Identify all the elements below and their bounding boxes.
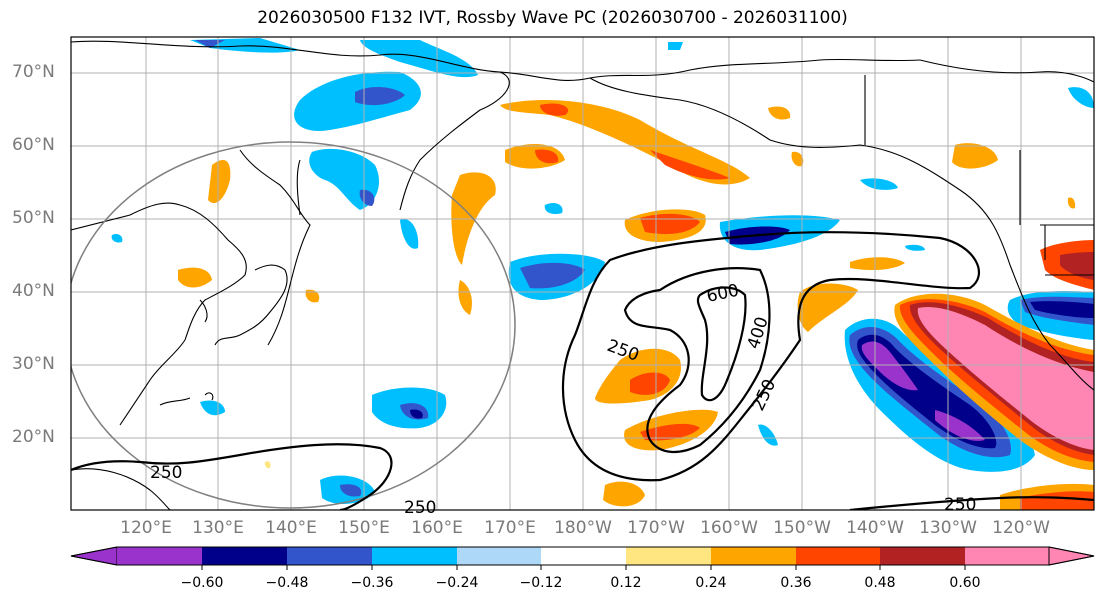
- longitude-label: 170°W: [627, 518, 685, 538]
- coastlines: [71, 40, 1094, 510]
- anomaly-area: [917, 306, 1094, 450]
- colorbar-tick-label: 0.12: [610, 575, 642, 591]
- anomaly-area: [208, 160, 231, 204]
- contour-250-southeast: [849, 496, 1094, 510]
- latitude-label: 60°N: [12, 135, 55, 155]
- anomaly-area: [305, 289, 320, 303]
- colorbar-outline: [70, 546, 1095, 566]
- colorbar-segment: [880, 547, 965, 565]
- anomaly-area: [630, 372, 670, 395]
- anomaly-area: [603, 481, 645, 507]
- colorbar-segment: [626, 547, 711, 565]
- anomaly-area: [400, 219, 419, 249]
- colorbar-extend-low: [70, 546, 118, 566]
- contour-250-west: [71, 443, 393, 510]
- latitude-label: 50°N: [12, 208, 55, 228]
- anomaly-area: [1068, 87, 1094, 108]
- colorbar-segment: [796, 547, 880, 565]
- latitude-label: 70°N: [12, 62, 55, 82]
- map-frame: [70, 36, 1095, 511]
- colorbar-tick-label: −0.60: [180, 575, 224, 591]
- colorbar-segment: [457, 547, 541, 565]
- colorbar-segment: [287, 547, 372, 565]
- anomaly-area: [797, 283, 858, 332]
- anomaly-area: [768, 106, 791, 120]
- contour-label: 250: [404, 498, 436, 518]
- latitude-label: 30°N: [12, 354, 55, 374]
- colorbar-tick-label: 0.60: [949, 575, 981, 591]
- anomaly-area: [758, 424, 778, 446]
- colorbar-tick-label: −0.12: [519, 575, 563, 591]
- anomaly-area: [458, 280, 472, 315]
- anomaly-area: [640, 423, 700, 441]
- anomaly-area: [860, 178, 898, 190]
- anomaly-area: [520, 262, 585, 289]
- anomaly-area: [850, 257, 905, 271]
- latitude-label: 20°N: [12, 427, 55, 447]
- longitude-label: 180°W: [554, 518, 612, 538]
- contour-400: [623, 267, 771, 453]
- longitude-label: 150°E: [338, 518, 390, 538]
- anomaly-area: [1030, 301, 1094, 318]
- longitude-label: 130°E: [192, 518, 244, 538]
- anomaly-area: [355, 86, 405, 106]
- colorbar-extend-high: [1048, 546, 1095, 566]
- colorbar-segment: [117, 547, 202, 565]
- longitude-label: 140°W: [846, 518, 904, 538]
- anomaly-area: [340, 484, 362, 497]
- colorbar-segment: [711, 547, 796, 565]
- colorbar: [70, 546, 1095, 570]
- anomaly-area: [360, 40, 478, 78]
- colorbar-tick-label: 0.36: [780, 575, 812, 591]
- colorbar-segment: [372, 547, 457, 565]
- anomaly-area: [264, 461, 271, 469]
- contour-label: 250: [944, 495, 976, 515]
- colorbar-segment: [965, 547, 1049, 565]
- colorbar-segment: [202, 547, 287, 565]
- anomaly-area: [200, 400, 225, 416]
- anomaly-area: [1060, 252, 1094, 280]
- colorbar-tick-label: 0.48: [864, 575, 896, 591]
- colorbar-tick-label: 0.24: [695, 575, 727, 591]
- ivt-contours: [71, 231, 1094, 510]
- anomaly-area: [1020, 491, 1094, 510]
- anomaly-area: [544, 202, 563, 215]
- longitude-label: 150°W: [773, 518, 831, 538]
- anomaly-area: [540, 103, 569, 116]
- colorbar-ticks: [201, 565, 966, 570]
- anomaly-area: [359, 189, 375, 206]
- map-title: 2026030500 F132 IVT, Rossby Wave PC (202…: [257, 8, 848, 28]
- anomaly-area: [650, 150, 730, 180]
- colorbar-tick-label: −0.24: [435, 575, 479, 591]
- anomaly-area: [668, 42, 683, 50]
- anomaly-area: [791, 151, 804, 167]
- latitude-label: 40°N: [12, 281, 55, 301]
- longitude-label: 160°W: [700, 518, 758, 538]
- longitude-label: 160°E: [411, 518, 463, 538]
- anomaly-area: [952, 143, 998, 169]
- longitude-label: 170°E: [484, 518, 536, 538]
- longitude-label: 130°W: [919, 518, 977, 538]
- colorbar-tick-label: −0.36: [350, 575, 394, 591]
- contour-250-central: [561, 231, 981, 482]
- contour-label: 250: [150, 463, 182, 483]
- rossby-wave-circle: [71, 141, 516, 509]
- contour-600: [696, 286, 747, 402]
- anomaly-area: [1067, 197, 1076, 209]
- anomaly-area: [535, 149, 559, 164]
- colorbar-tick-label: −0.48: [265, 575, 309, 591]
- longitude-label: 120°W: [992, 518, 1050, 538]
- longitude-label: 120°E: [120, 518, 172, 538]
- anomaly-area: [410, 409, 423, 419]
- anomaly-area: [111, 233, 123, 243]
- anomaly-area: [178, 267, 212, 288]
- colorbar-segment: [541, 547, 626, 565]
- anomaly-area: [905, 244, 925, 251]
- longitude-label: 140°E: [265, 518, 317, 538]
- anomaly-area: [861, 341, 918, 391]
